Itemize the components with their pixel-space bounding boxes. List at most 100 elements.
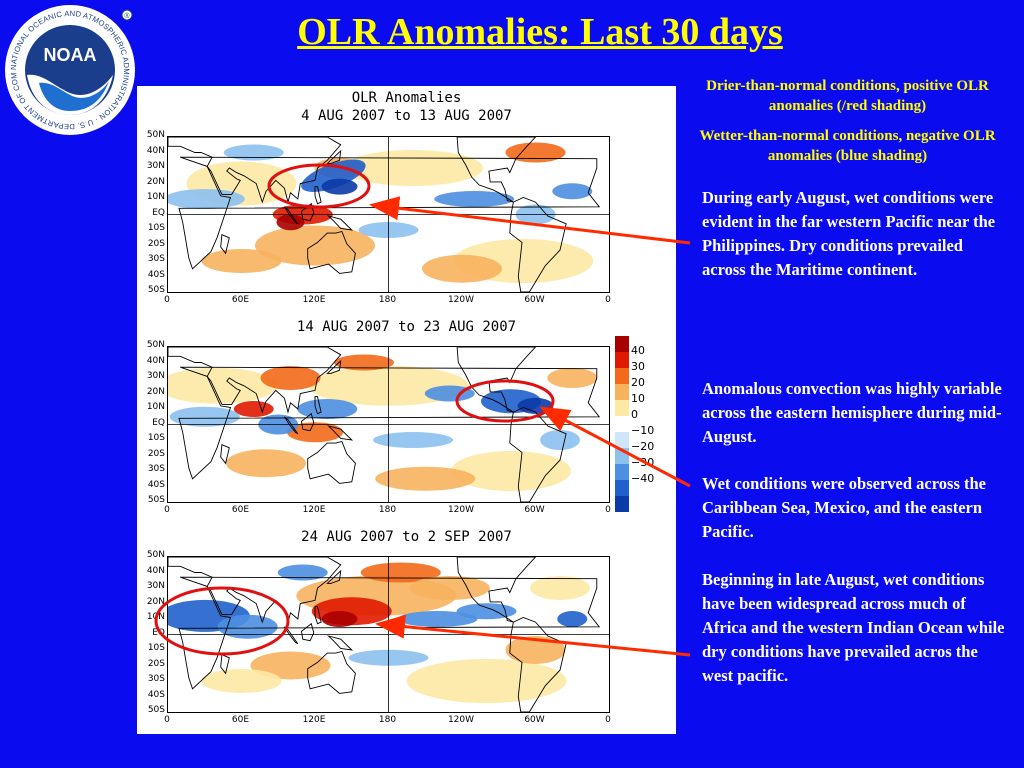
anomaly-shading (287, 422, 343, 443)
legend-note-wet: Wetter-than-normal conditions, negative … (699, 128, 996, 164)
paragraph-late-august: Beginning in late August, wet conditions… (702, 570, 1005, 685)
coastline (301, 622, 315, 642)
colorbar-swatch (615, 432, 629, 448)
colorbar (615, 336, 629, 512)
colorbar-label: −20 (631, 440, 655, 453)
lon-label: 0 (605, 505, 611, 515)
lat-label: 30S (147, 254, 165, 264)
lon-label: 180 (378, 295, 397, 305)
coastline (314, 396, 322, 415)
lat-label: 50N (146, 130, 165, 140)
lat-label: 40S (147, 689, 165, 700)
panel-1-title: 4 AUG 2007 to 13 AUG 2007 (301, 108, 512, 124)
lat-label: 50S (147, 495, 165, 505)
colorbar-swatch (615, 368, 629, 384)
colorbar-label: 30 (631, 360, 645, 373)
anomaly-shading (169, 406, 240, 427)
anomaly-shading (547, 368, 598, 388)
coastline (307, 440, 356, 484)
anomaly-shading (530, 576, 590, 600)
colorbar-swatch (615, 416, 629, 432)
anomaly-shading (233, 401, 274, 417)
lat-label: 30N (146, 161, 165, 171)
lat-label: 20N (146, 176, 165, 187)
colorbar-label: −40 (631, 472, 655, 485)
anomaly-shading (557, 611, 588, 627)
colorbar-label: −10 (631, 424, 655, 437)
lat-label: 30S (147, 464, 165, 474)
lat-label: EQ (152, 207, 165, 218)
coastline (326, 215, 354, 231)
anomaly-shading (255, 225, 375, 266)
anomaly-shading (168, 367, 277, 404)
anomaly-shading (375, 466, 476, 491)
anomaly-shading (552, 183, 593, 200)
anomaly-shading (505, 636, 566, 664)
panel-2-title: 14 AUG 2007 to 23 AUG 2007 (296, 319, 517, 335)
anomaly-shading (201, 669, 282, 693)
coastline (456, 557, 537, 623)
lat-label: EQ (152, 627, 165, 638)
lon-label: 60W (524, 295, 545, 305)
anomaly-shading (540, 430, 580, 450)
lat-label: 40S (147, 479, 165, 490)
anomaly-shading (517, 397, 554, 414)
colorbar-swatch (615, 464, 629, 480)
lon-label: 120E (302, 295, 326, 305)
anomaly-shading (276, 214, 305, 231)
lat-label: 10S (147, 223, 165, 233)
colorbar-label: 0 (631, 408, 638, 421)
coastline (178, 156, 601, 270)
lon-label: 180 (378, 505, 397, 515)
lat-label: 10N (146, 402, 165, 412)
slide-title: OLR Anomalies: Last 30 days (297, 11, 783, 53)
lon-label: 60E (231, 295, 250, 305)
coastline (326, 425, 354, 441)
paragraph-mid-august: Anomalous convection was highly variable… (702, 379, 1002, 446)
lat-label: 50N (146, 550, 165, 560)
lon-label: 0 (164, 715, 170, 725)
coastline (326, 635, 354, 651)
lat-label: 50S (147, 705, 165, 715)
anomaly-shading (277, 564, 328, 581)
colorbar-label: 10 (631, 392, 645, 405)
colorbar-swatch (615, 336, 629, 352)
coastline (220, 654, 230, 675)
lon-label: 120W (447, 505, 475, 515)
coastline (456, 137, 537, 203)
lon-label: 180 (378, 715, 397, 725)
anomaly-shading (217, 614, 278, 639)
coastline (168, 347, 342, 414)
paragraph-caribbean: Wet conditions were observed across the … (702, 474, 986, 541)
coastline (301, 412, 315, 432)
colorbar-swatch (615, 496, 629, 512)
panel-3-title: 24 AUG 2007 to 2 SEP 2007 (301, 529, 512, 545)
colorbar-swatch (615, 480, 629, 496)
coastline (326, 569, 342, 584)
noaa-logo: NOAA NATIONAL OCEANIC AND ATMOSPHERIC AD… (0, 0, 137, 137)
noaa-logo-text: NOAA (44, 45, 97, 65)
coastline (284, 206, 299, 225)
coastline (307, 230, 356, 274)
colorbar-swatch (615, 352, 629, 368)
colorbar-label: 40 (631, 344, 645, 357)
colorbar-swatch (615, 384, 629, 400)
lat-label: EQ (152, 417, 165, 428)
lat-label: 50N (146, 340, 165, 350)
anomaly-shading (226, 449, 306, 478)
lat-label: 10S (147, 643, 165, 653)
anomaly-shading (321, 611, 358, 627)
anomaly-shading (334, 354, 394, 371)
coastline (220, 444, 230, 465)
lat-label: 30S (147, 674, 165, 684)
colorbar-label: 20 (631, 376, 645, 389)
anomaly-shading (424, 385, 475, 402)
anomaly-shading (260, 366, 321, 390)
anomaly-shading (373, 432, 453, 448)
anomaly-shading (297, 399, 358, 419)
anomaly-shading (434, 191, 515, 207)
coastline (220, 234, 230, 255)
anomaly-shading (321, 178, 358, 195)
lat-label: 10N (146, 192, 165, 202)
lat-label: 30N (146, 371, 165, 381)
